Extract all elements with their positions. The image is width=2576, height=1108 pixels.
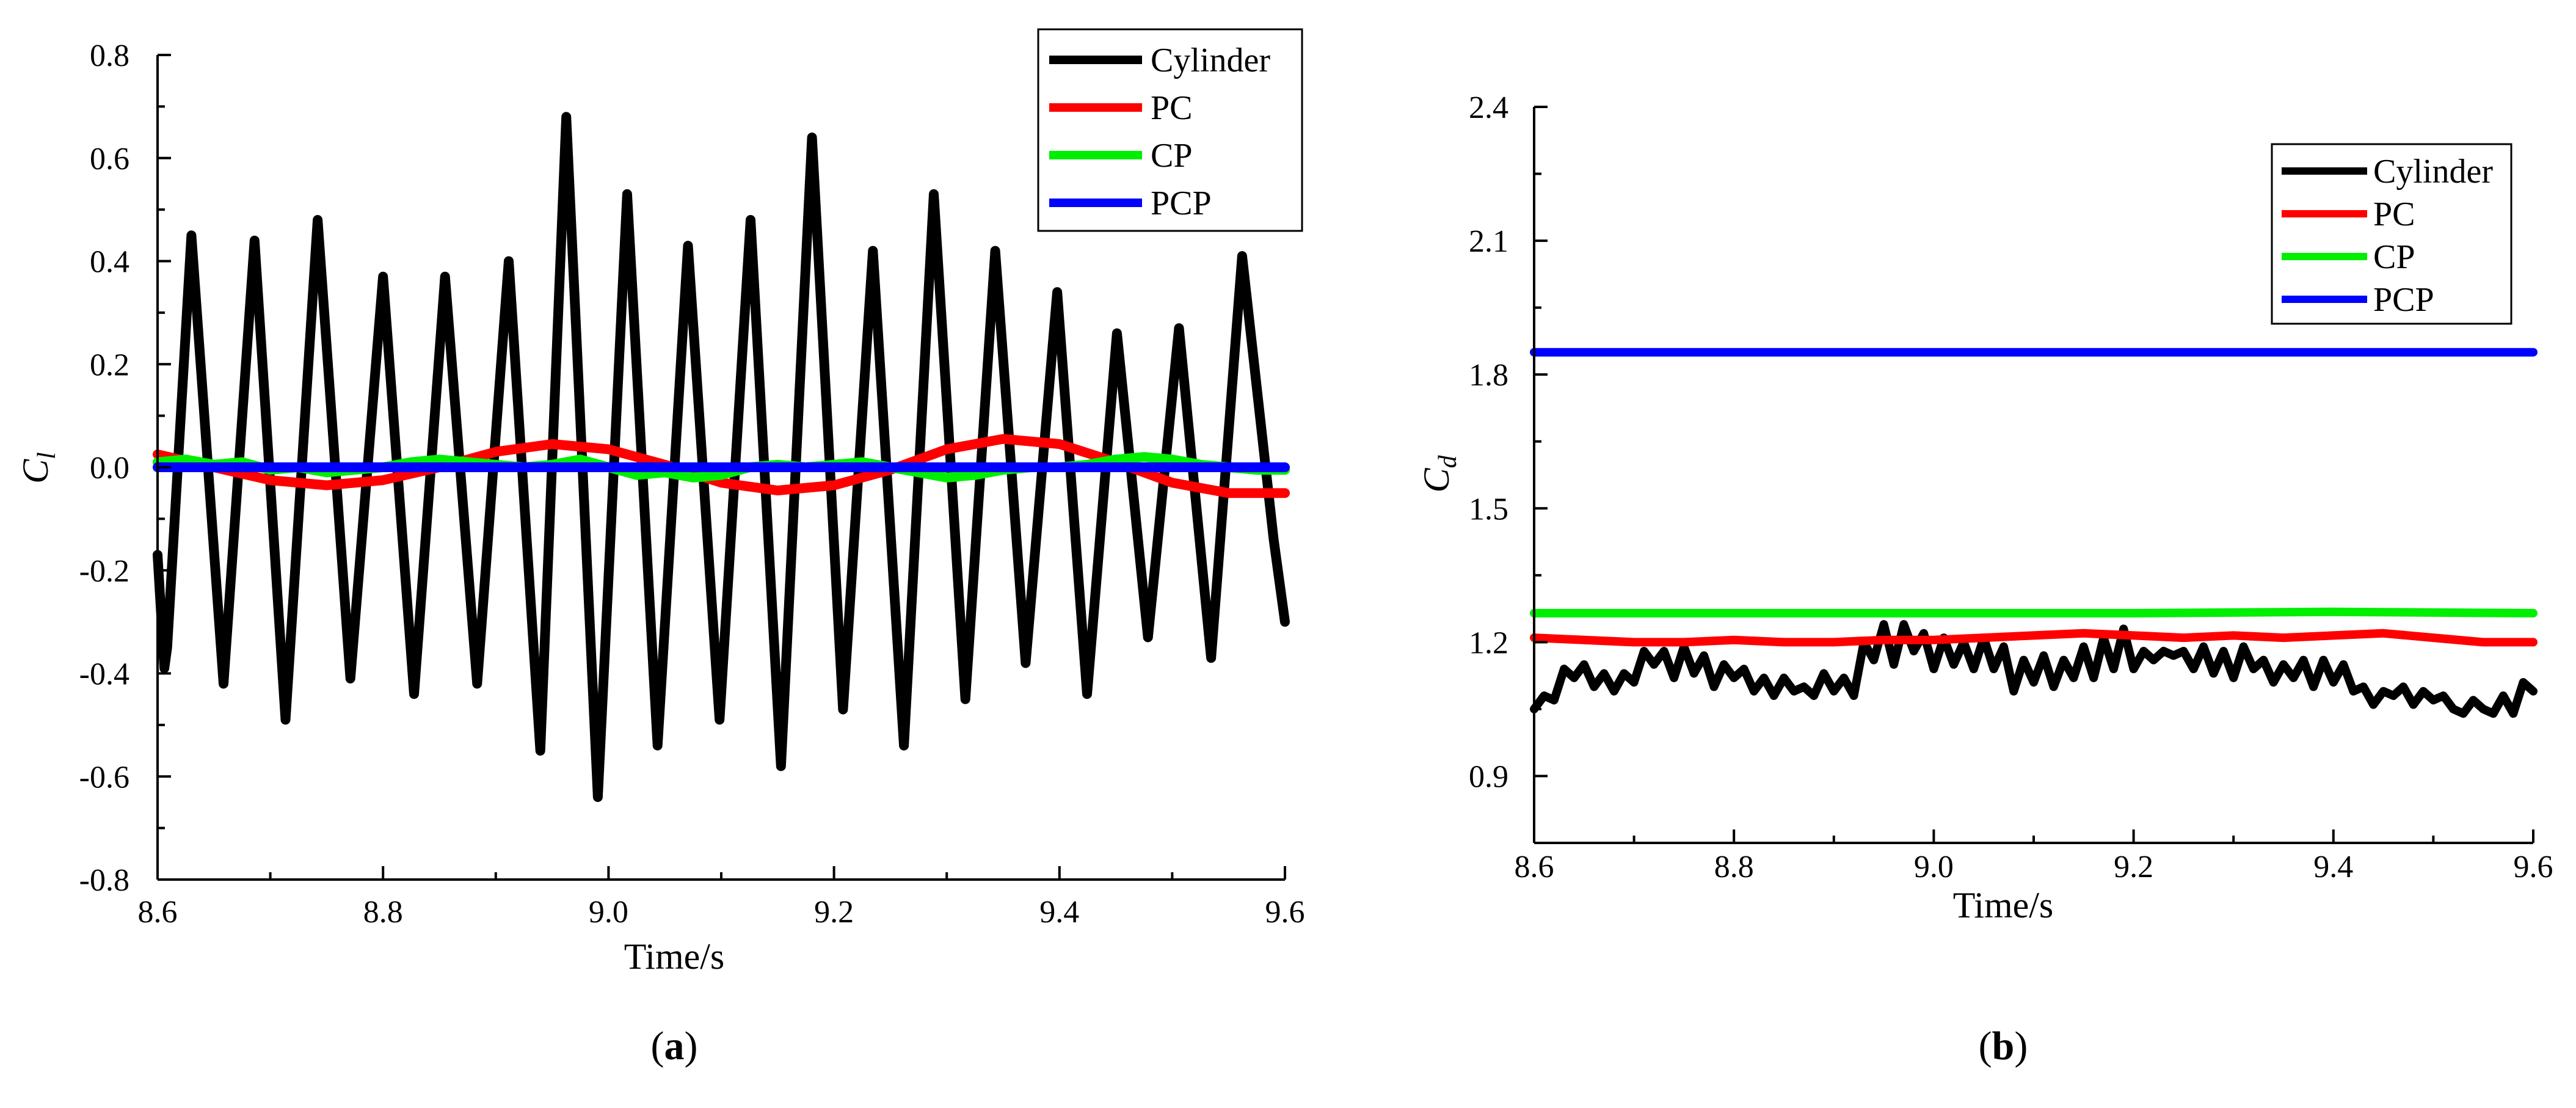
- panel-a-y-tick-label: 0.0: [90, 451, 129, 486]
- panel-b-label: (b): [1979, 1024, 2028, 1068]
- chart-panel-b: 8.6 8.8 9.0 9.2 9.4 9.6 0.9 1.2 1.5 1.8 2.1 2.4 Tim…: [1416, 90, 2553, 1068]
- panel-a-y-tick-label: 0.2: [90, 348, 129, 382]
- panel-b-series-cylinder-line: [1530, 620, 2538, 718]
- panel-b-legend-label-cp: CP: [2373, 238, 2415, 276]
- panel-a-y-tick-label: 0.4: [90, 245, 129, 280]
- panel-a-x-tick-label: 9.4: [1039, 895, 1079, 930]
- panel-a-x-tick-label: 8.8: [363, 895, 403, 930]
- panel-a-y-tick-label: -0.8: [79, 863, 129, 898]
- panel-b-y-tick-label: 2.4: [1469, 90, 1508, 125]
- panel-b-x-tick-label: 9.0: [1914, 850, 1954, 884]
- panel-a-x-tick-label: 8.6: [138, 895, 178, 930]
- panel-b-x-tick-label: 9.2: [2114, 850, 2153, 884]
- panel-b-x-tick-label: 9.4: [2313, 850, 2353, 884]
- panel-a-y-axis-title-main: C: [15, 459, 56, 484]
- panel-b-legend-label-pc: PC: [2373, 195, 2415, 233]
- panel-b-series-cp-line: [1530, 607, 2538, 618]
- panel-a-plot-area: [153, 112, 1290, 802]
- panel-b-y-axis-title-subscript: d: [1434, 454, 1462, 468]
- panel-a-y-axis-title-subscript: l: [33, 452, 61, 459]
- panel-a-label: (a): [651, 1024, 698, 1068]
- panel-a-y-tick-label: -0.2: [79, 554, 129, 589]
- panel-b-label-letter: b: [1992, 1024, 2015, 1068]
- panel-a-x-tick-label: 9.2: [814, 895, 854, 930]
- panel-a-y-tick-label: -0.4: [79, 657, 129, 692]
- panel-a-label-letter: a: [664, 1024, 685, 1068]
- panel-b-y-tick-label: 1.2: [1469, 625, 1508, 660]
- panel-b-x-axis-title: Time/s: [1953, 885, 2054, 925]
- panel-a-label-close: ): [685, 1024, 698, 1068]
- panel-b-y-tick-label: 1.8: [1469, 358, 1508, 393]
- panel-a-y-tick-label: 0.6: [90, 142, 129, 177]
- panel-b-plot-area: [1530, 348, 2538, 718]
- panel-b-y-axis-title: Cd: [1416, 454, 1462, 492]
- panel-b-y-tick-label: 1.5: [1469, 492, 1508, 527]
- panel-a-legend-label-pcp: PCP: [1151, 184, 1212, 222]
- chart-panel-a: 8.6 8.8 9.0 9.2 9.4 9.6 -0.8 -0.6 -0.4 -0.2 0.0 0.2…: [15, 28, 1305, 1068]
- panel-a-x-tick-label: 9.6: [1265, 895, 1305, 930]
- panel-b-series-pc-line: [1530, 629, 2538, 647]
- panel-b-y-tick-label: 0.9: [1469, 759, 1508, 794]
- panel-a-x-tick-label: 9.0: [589, 895, 628, 930]
- panel-b-label-open: (: [1979, 1024, 1992, 1068]
- panel-a-y-tick-label: -0.6: [79, 760, 129, 795]
- panel-a-legend-label-cp: CP: [1151, 137, 1193, 175]
- panel-a-legend-label-pc: PC: [1151, 89, 1193, 127]
- panel-b-x-tick-label: 9.6: [2514, 850, 2553, 884]
- panel-b-axes: 8.6 8.8 9.0 9.2 9.4 9.6 0.9 1.2 1.5 1.8 2.1 2.4: [1469, 90, 2553, 884]
- panel-b-y-axis-title-main: C: [1416, 468, 1457, 493]
- panel-a-y-tick-label: 0.8: [90, 38, 129, 73]
- panel-a-legend: Cylinder PC CP PCP: [1037, 28, 1303, 232]
- panel-a-series-pc-line: [153, 434, 1290, 498]
- panel-b-legend: Cylinder PC CP PCP: [2271, 143, 2512, 325]
- panel-a-y-axis-title: Cl: [15, 452, 61, 484]
- panel-a-legend-label-cylinder: Cylinder: [1151, 42, 1270, 79]
- panel-b-legend-label-cylinder: Cylinder: [2373, 153, 2493, 191]
- panel-a-label-open: (: [651, 1024, 664, 1068]
- panel-a-x-axis-title: Time/s: [624, 936, 725, 977]
- panel-b-label-close: ): [2014, 1024, 2028, 1068]
- panel-b-legend-label-pcp: PCP: [2373, 281, 2434, 319]
- panel-b-x-tick-label: 8.8: [1714, 850, 1754, 884]
- panel-b-y-tick-label: 2.1: [1469, 224, 1508, 259]
- panel-a-axes: 8.6 8.8 9.0 9.2 9.4 9.6 -0.8 -0.6 -0.4 -0.2 0.0 0.2…: [79, 38, 1305, 930]
- panel-b-x-tick-label: 8.6: [1515, 850, 1554, 884]
